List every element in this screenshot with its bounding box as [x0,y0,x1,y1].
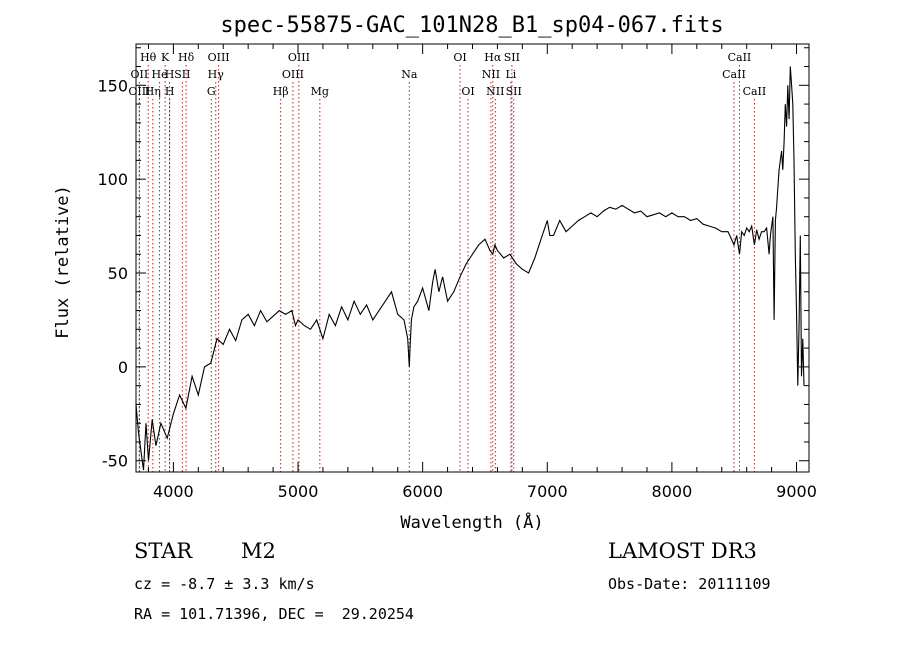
spectral-line-label: Hθ [140,51,157,64]
y-axis-label: Flux (relative) [53,185,73,339]
chart-title: spec-55875-GAC_101N28_B1_sp04-067.fits [220,13,723,38]
spectral-line-label: Hα [484,51,502,64]
x-tick-label: 7000 [527,482,568,501]
spectral-line-label: NII [482,68,500,81]
survey-name: LAMOST DR3 [608,539,757,563]
spectral-line-label: CaII [722,68,746,81]
spectral-line-label: He [152,68,168,81]
x-tick-label: 8000 [652,482,693,501]
x-tick-label: 5000 [278,482,319,501]
spectral-line-label: G [207,85,216,98]
spectral-line-label: OIII [208,51,230,64]
x-tick-label: 6000 [402,482,443,501]
x-axis-label: Wavelength (Å) [400,511,543,533]
y-tick-label: -50 [102,452,128,471]
spectral-line-label: Hβ [273,85,289,98]
spectral-line-label: Li [505,68,516,81]
spectral-line-label: OI [453,51,466,64]
x-tick-label: 4000 [153,482,194,501]
spectral-line-label: H [165,85,175,98]
spectrum-line [135,66,805,471]
spectral-line-label: Hη [145,85,161,98]
object-class: STAR [134,539,193,563]
object-subclass: M2 [241,539,276,563]
y-tick-label: 150 [97,76,128,95]
y-tick-label: 100 [97,170,128,189]
observation-date: Obs-Date: 20111109 [608,575,771,593]
plot-frame [135,43,810,473]
coordinates: RA = 101.71396, DEC = 29.20254 [134,605,414,623]
spectral-line-label: Mg [311,85,329,98]
spectral-line-label: SII [504,51,520,64]
x-tick-label: 9000 [776,482,817,501]
spectral-line-label: K [161,51,170,64]
redshift-value: cz = -8.7 ± 3.3 km/s [134,575,315,593]
spectral-line-label: H [165,68,175,81]
y-axis: -50 0 50 100 150 [97,47,809,471]
spectral-line-markers [138,65,755,472]
spectral-line-label: NII [486,85,504,98]
spectral-line-label: OI [461,85,474,98]
spectral-line-label: OII [131,68,149,81]
spectral-line-label: CaII [743,85,767,98]
spectral-line-label: Hγ [208,68,225,81]
spectral-line-label: OIII [128,85,150,98]
y-tick-label: 50 [108,264,128,283]
spectral-line-label: OIII [282,68,304,81]
spectral-line-label: Na [401,68,418,81]
spectral-line-label: SII [174,68,190,81]
spectral-line-label: SII [506,85,522,98]
spectral-line-label: OIII [288,51,310,64]
spectral-line-label: CaII [728,51,752,64]
x-axis: 4000 5000 6000 7000 8000 9000 [147,44,817,501]
spectral-line-label: Hδ [178,51,195,64]
y-tick-label: 0 [118,358,128,377]
